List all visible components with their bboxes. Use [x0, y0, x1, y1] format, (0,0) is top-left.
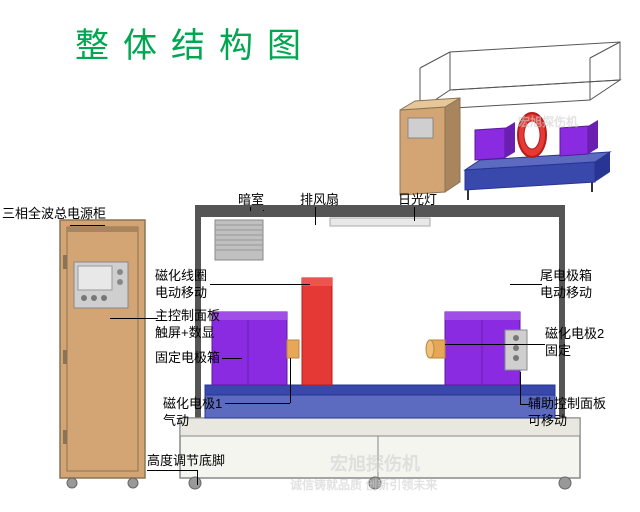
label-fluorescent: 日光灯 — [398, 192, 437, 209]
label-electrode2: 磁化电极2 固定 — [545, 326, 604, 360]
watermark-sub: 诚信铸就品质 创新引领未来 — [290, 476, 437, 493]
label-power-cabinet: 三相全波总电源柜 — [2, 206, 106, 223]
label-coil-motor: 磁化线圈 电动移动 — [155, 268, 207, 302]
label-darkroom: 暗室 — [238, 192, 264, 209]
label-main-panel: 主控制面板 触屏+数显 — [155, 308, 220, 342]
label-aux-panel: 辅助控制面板 可移动 — [528, 396, 606, 430]
iso-view — [360, 40, 630, 205]
label-electrode1: 磁化电极1 气动 — [163, 396, 222, 430]
label-tail-box: 尾电极箱 电动移动 — [540, 268, 592, 302]
label-height-adj: 高度调节底脚 — [147, 453, 225, 470]
label-exhaust-fan: 排风扇 — [300, 192, 339, 209]
watermark-brand2: 宏旭探伤机 — [518, 113, 578, 130]
watermark-brand: 宏旭探伤机 — [330, 450, 420, 476]
page-title: 整体结构图 — [75, 18, 315, 67]
label-fixed-box: 固定电极箱 — [155, 350, 220, 367]
